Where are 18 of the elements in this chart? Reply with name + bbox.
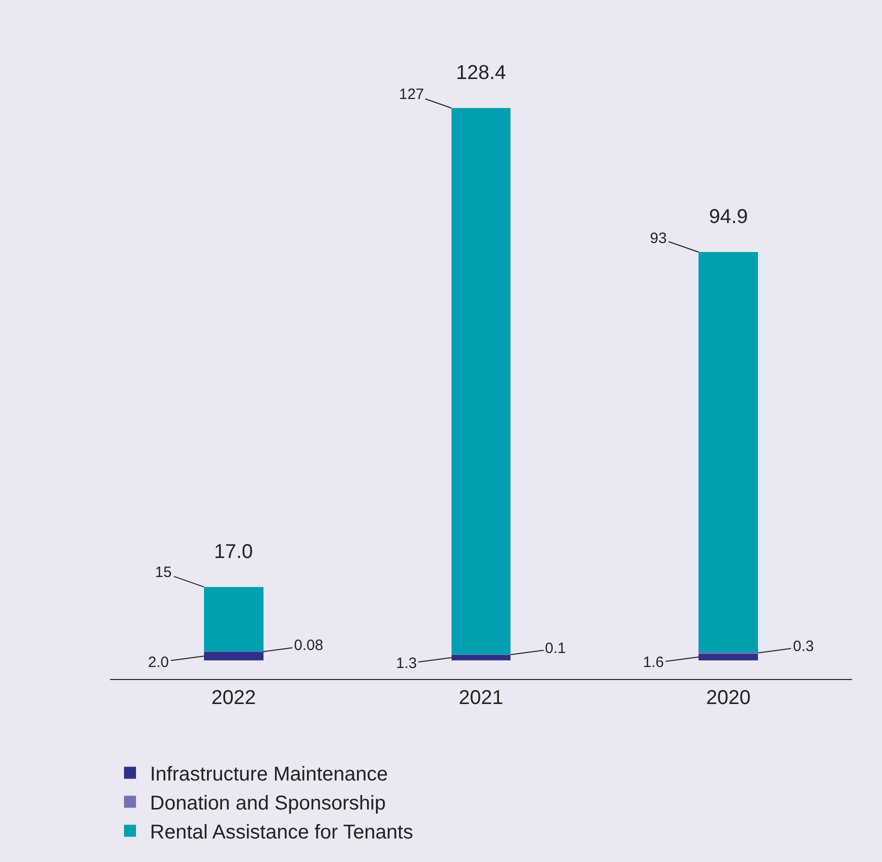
data-label: 93 [650,230,667,247]
total-label: 94.9 [709,206,748,228]
legend-label: Donation and Sponsorship [150,792,386,815]
legend-label: Rental Assistance for Tenants [150,822,414,844]
data-label: 0.3 [793,638,814,655]
data-label: 1.6 [643,654,664,671]
data-label: 15 [155,564,172,581]
data-label: 0.1 [545,640,566,657]
legend-label: Infrastructure Maintenance [150,764,388,786]
data-label: 0.08 [294,637,324,654]
x-tick-label: 2021 [458,687,504,709]
total-label: 17.0 [214,541,253,563]
data-label: 1.3 [396,655,417,672]
x-tick-label: 2020 [706,687,751,709]
data-label: 127 [399,86,424,103]
data-label: 2.0 [148,654,169,671]
total-label: 128.4 [456,62,506,84]
x-tick-label: 2022 [211,687,256,709]
